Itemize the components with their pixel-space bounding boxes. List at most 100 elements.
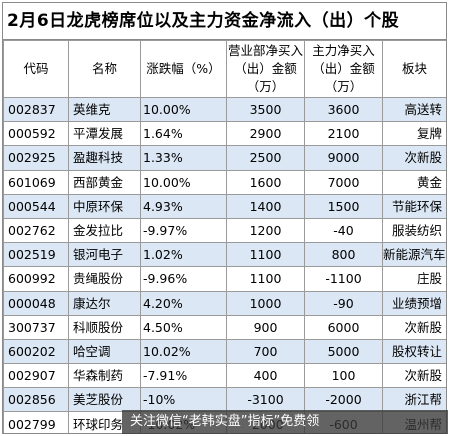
cell-main-net: 100 (304, 363, 383, 389)
cell-code: 002925 (3, 145, 69, 171)
header-dept-net: 营业部净买入（出）金额（万） (226, 40, 305, 98)
watermark-banner: 关注微信“老韩实盘”指标”免费领 (122, 410, 448, 434)
cell-name: 美芝股份 (68, 387, 141, 413)
cell-sector: 业绩预增 (382, 290, 446, 316)
table-row: 002762 金发拉比 -9.97% 1200 -40 服装纺织 (3, 217, 446, 244)
cell-sector: 股权转让 (382, 338, 446, 365)
cell-main-net: 800 (304, 242, 383, 268)
table-row: 000048 康达尔 4.20% 1000 -90 业绩预增 (3, 290, 446, 316)
table-row: 601069 西部黄金 10.00% 1600 7000 黄金 (3, 169, 446, 195)
cell-dept-net: 2900 (226, 121, 305, 147)
table-row: 002519 银河电子 1.02% 1100 800 新能源汽车 (3, 242, 446, 268)
cell-change: -9.96% (140, 266, 227, 292)
table-row: 002856 美芝股份 -10% -3100 -2000 浙江帮 (3, 387, 446, 413)
cell-code: 000048 (3, 290, 69, 316)
table-row: 600992 贵绳股份 -9.96% 1100 -1100 庄股 (3, 266, 446, 292)
cell-dept-net: 1000 (226, 290, 305, 316)
cell-dept-net: 1400 (226, 193, 305, 219)
cell-change: 4.93% (140, 193, 227, 219)
table-row: 002907 华森制药 -7.91% 400 100 次新股 (3, 363, 446, 389)
cell-name: 中原环保 (68, 193, 141, 219)
cell-code: 002762 (3, 217, 69, 244)
cell-name: 贵绳股份 (68, 266, 141, 292)
cell-code: 600202 (3, 338, 69, 365)
cell-sector: 次新股 (382, 314, 446, 340)
cell-code: 002837 (3, 96, 69, 123)
cell-main-net: 2100 (304, 121, 383, 147)
header-main-net: 主力净买入（出）金额（万） (304, 40, 383, 98)
cell-name: 银河电子 (68, 242, 141, 268)
cell-sector: 庄股 (382, 266, 446, 292)
cell-name: 科顺股份 (68, 314, 141, 340)
cell-main-net: -40 (304, 217, 383, 244)
cell-main-net: -1100 (304, 266, 383, 292)
cell-dept-net: 1200 (226, 217, 305, 244)
cell-change: -10% (140, 387, 227, 413)
cell-dept-net: 400 (226, 363, 305, 389)
cell-dept-net: 2500 (226, 145, 305, 171)
cell-name: 金发拉比 (68, 217, 141, 244)
cell-main-net: 1500 (304, 193, 383, 219)
header-name: 名称 (68, 40, 141, 98)
table-row: 002837 英维克 10.00% 3500 3600 高送转 (3, 96, 446, 123)
cell-code: 002907 (3, 363, 69, 389)
cell-name: 盈趣科技 (68, 145, 141, 171)
cell-code: 002519 (3, 242, 69, 268)
cell-dept-net: 1100 (226, 242, 305, 268)
cell-change: 4.50% (140, 314, 227, 340)
cell-code: 000544 (3, 193, 69, 219)
cell-change: -9.97% (140, 217, 227, 244)
cell-dept-net: 1600 (226, 169, 305, 195)
table-header-row: 代码 名称 涨跌幅（%） 营业部净买入（出）金额（万） 主力净买入（出）金额（万… (3, 40, 446, 98)
cell-change: 1.02% (140, 242, 227, 268)
cell-main-net: 5000 (304, 338, 383, 365)
cell-dept-net: 1100 (226, 266, 305, 292)
cell-name: 平潭发展 (68, 121, 141, 147)
cell-code: 002856 (3, 387, 69, 413)
cell-dept-net: 3500 (226, 96, 305, 123)
cell-sector: 服装纺织 (382, 217, 446, 244)
cell-sector: 次新股 (382, 363, 446, 389)
cell-sector: 次新股 (382, 145, 446, 171)
cell-main-net: -2000 (304, 387, 383, 413)
cell-main-net: 6000 (304, 314, 383, 340)
header-change: 涨跌幅（%） (140, 40, 227, 98)
cell-sector: 新能源汽车 (382, 242, 446, 268)
cell-sector: 高送转 (382, 96, 446, 123)
cell-change: 1.64% (140, 121, 227, 147)
cell-main-net: 7000 (304, 169, 383, 195)
cell-dept-net: 900 (226, 314, 305, 340)
cell-sector: 节能环保 (382, 193, 446, 219)
cell-change: 4.20% (140, 290, 227, 316)
stock-table-panel: 2月6日龙虎榜席位以及主力资金净流入（出）个股 代码 名称 涨跌幅（%） 营业部… (2, 2, 447, 434)
table-row: 600202 哈空调 10.02% 700 5000 股权转让 (3, 338, 446, 365)
header-sector: 板块 (382, 40, 446, 98)
stock-table: 代码 名称 涨跌幅（%） 营业部净买入（出）金额（万） 主力净买入（出）金额（万… (3, 40, 446, 433)
cell-dept-net: 700 (226, 338, 305, 365)
page-title: 2月6日龙虎榜席位以及主力资金净流入（出）个股 (3, 3, 446, 40)
cell-code: 002799 (3, 411, 69, 433)
cell-name: 哈空调 (68, 338, 141, 365)
cell-main-net: 3600 (304, 96, 383, 123)
cell-code: 601069 (3, 169, 69, 195)
cell-name: 英维克 (68, 96, 141, 123)
cell-change: 10.00% (140, 96, 227, 123)
cell-change: -7.91% (140, 363, 227, 389)
cell-name: 华森制药 (68, 363, 141, 389)
table-row: 002925 盈趣科技 1.33% 2500 9000 次新股 (3, 145, 446, 171)
table-row: 000592 平潭发展 1.64% 2900 2100 复牌 (3, 121, 446, 147)
table-row: 000544 中原环保 4.93% 1400 1500 节能环保 (3, 193, 446, 219)
table-row: 300737 科顺股份 4.50% 900 6000 次新股 (3, 314, 446, 340)
cell-dept-net: -3100 (226, 387, 305, 413)
cell-sector: 浙江帮 (382, 387, 446, 413)
cell-change: 1.33% (140, 145, 227, 171)
cell-name: 康达尔 (68, 290, 141, 316)
cell-name: 西部黄金 (68, 169, 141, 195)
header-code: 代码 (3, 40, 69, 98)
cell-change: 10.02% (140, 338, 227, 365)
cell-main-net: 9000 (304, 145, 383, 171)
cell-code: 300737 (3, 314, 69, 340)
cell-change: 10.00% (140, 169, 227, 195)
cell-main-net: -90 (304, 290, 383, 316)
cell-sector: 黄金 (382, 169, 446, 195)
